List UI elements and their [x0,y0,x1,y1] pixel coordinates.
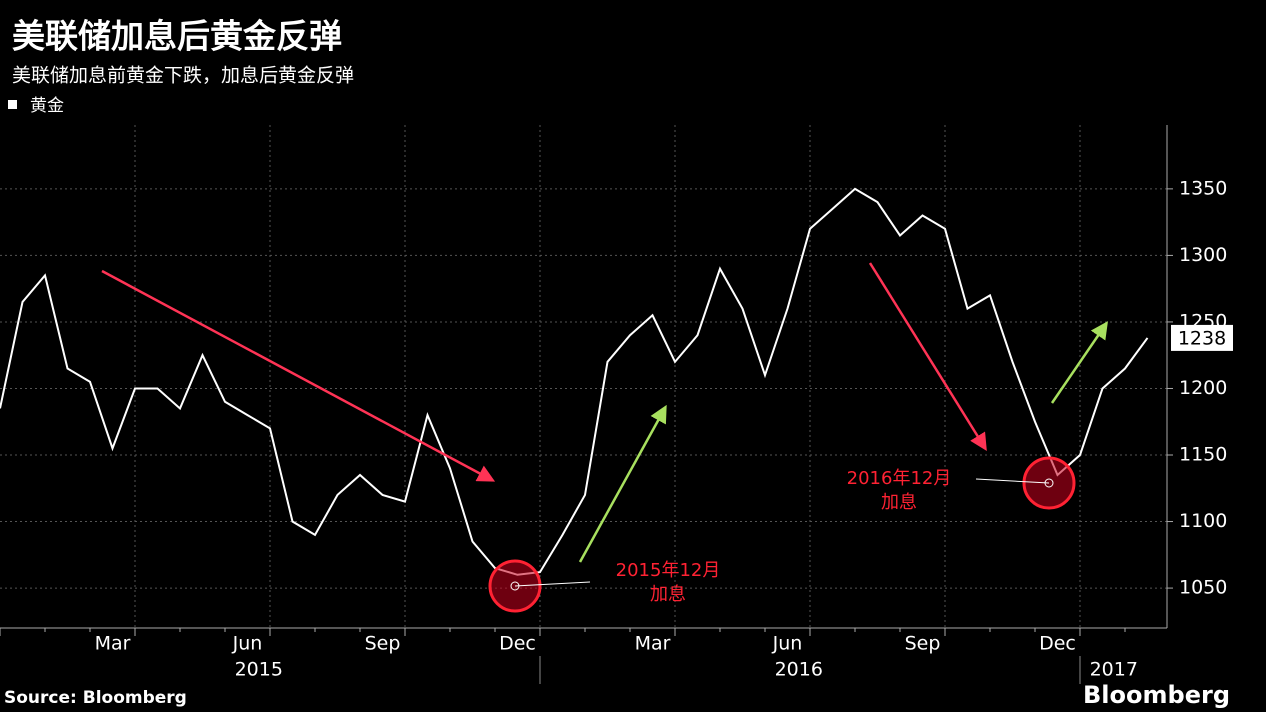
chart-title: 美联储加息后黄金反弹 [12,17,342,56]
year-label: 2016 [775,659,823,681]
annotation: 2016年12月 [847,468,952,489]
last-value-tag [1171,324,1233,351]
legend-swatch [8,100,17,109]
source: Source: Bloomberg [4,688,187,708]
legend-label: 黄金 [30,96,64,116]
arrow [101,269,496,482]
brand: Bloomberg [1083,681,1230,709]
leader [514,581,591,587]
annotation: 加息 [650,584,686,605]
x-tick-label: Mar [95,633,131,655]
annotation: 2015年12月 [616,560,721,581]
leader [975,478,1050,484]
y-tick-label: 1200 [1179,377,1227,399]
y-tick-label: 1050 [1179,577,1227,599]
y-tick-label: 1100 [1179,510,1227,532]
chart-subtitle: 美联储加息前黄金下跌，加息后黄金反弹 [12,65,354,87]
series-line [0,187,1149,576]
last-value-label: 1238 [1178,327,1226,349]
y-tick-label: 1350 [1179,177,1227,199]
y-tick-label: 1300 [1179,244,1227,266]
x-tick-label: Sep [905,633,941,655]
arrow [868,262,987,451]
arrow [578,404,667,563]
x-tick-label: Jun [232,633,263,655]
year-label: 2015 [235,659,283,681]
arrow [1050,321,1108,404]
y-tick-label: 1150 [1179,444,1227,466]
annotation: 加息 [881,492,917,513]
x-tick-label: Jun [772,633,803,655]
x-tick-label: Dec [499,633,536,655]
x-tick-label: Sep [365,633,401,655]
year-label: 2017 [1090,659,1138,681]
x-tick-label: Mar [635,633,671,655]
x-tick-label: Dec [1039,633,1076,655]
